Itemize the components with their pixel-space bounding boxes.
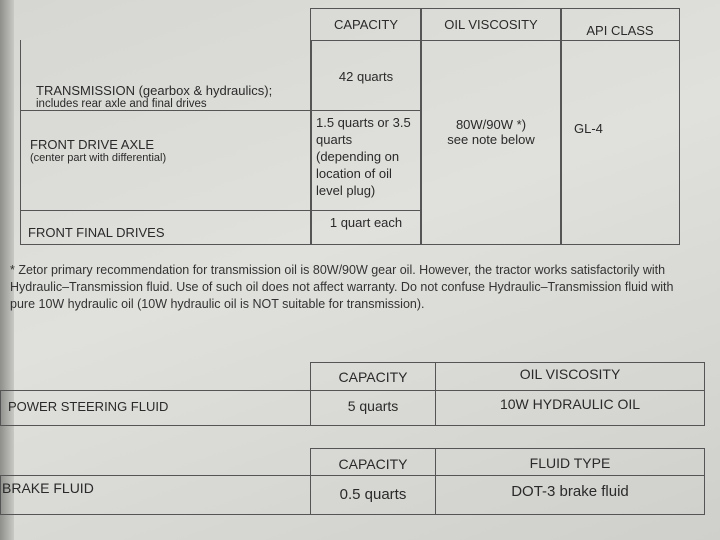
row-divider [20,110,422,111]
viscosity-column [420,8,562,245]
row-capacity: 1.5 quarts or 3.5 quarts (depending on l… [316,115,411,198]
header-capacity: CAPACITY [333,17,399,32]
row-name: FRONT FINAL DRIVES [28,225,165,240]
viscosity-note: see note below [447,132,535,147]
row-sub: includes rear axle and final drives [36,98,207,110]
viscosity-value: 80W/90W *) [455,117,527,132]
name-column [20,40,312,245]
capacity-column [310,8,422,245]
column-divider [435,362,436,426]
row-capacity: 42 quarts [338,69,394,84]
header-oil-viscosity: OIL VISCOSITY [519,366,621,382]
header-fluid-type: FLUID TYPE [529,455,611,471]
row-name: POWER STEERING FLUID [8,399,169,414]
row-value: DOT-3 brake fluid [511,483,629,500]
row-capacity: 1 quart each [329,215,403,230]
api-class-value: GL-4 [574,121,603,136]
header-oil-viscosity: OIL VISCOSITY [444,17,538,32]
table-header-box [310,362,705,426]
header-api-class: API CLASS [586,23,654,38]
row-divider [20,210,422,211]
row-sub: (center part with differential) [30,152,167,164]
footnote: * Zetor primary recommendation for trans… [10,263,674,311]
header-capacity: CAPACITY [338,369,408,385]
header-capacity: CAPACITY [338,456,408,472]
row-capacity: 0.5 quarts [339,486,407,503]
row-value: 10W HYDRAULIC OIL [499,396,641,412]
header-divider [310,40,680,41]
column-divider [435,448,436,515]
row-name: TRANSMISSION (gearbox & hydraulics); [36,83,273,98]
page-edge [0,0,14,540]
table-header-box [310,448,705,515]
api-column [560,8,680,245]
row-capacity: 5 quarts [347,398,399,414]
row-name: FRONT DRIVE AXLE [30,137,155,152]
row-name: BRAKE FLUID [2,480,94,496]
